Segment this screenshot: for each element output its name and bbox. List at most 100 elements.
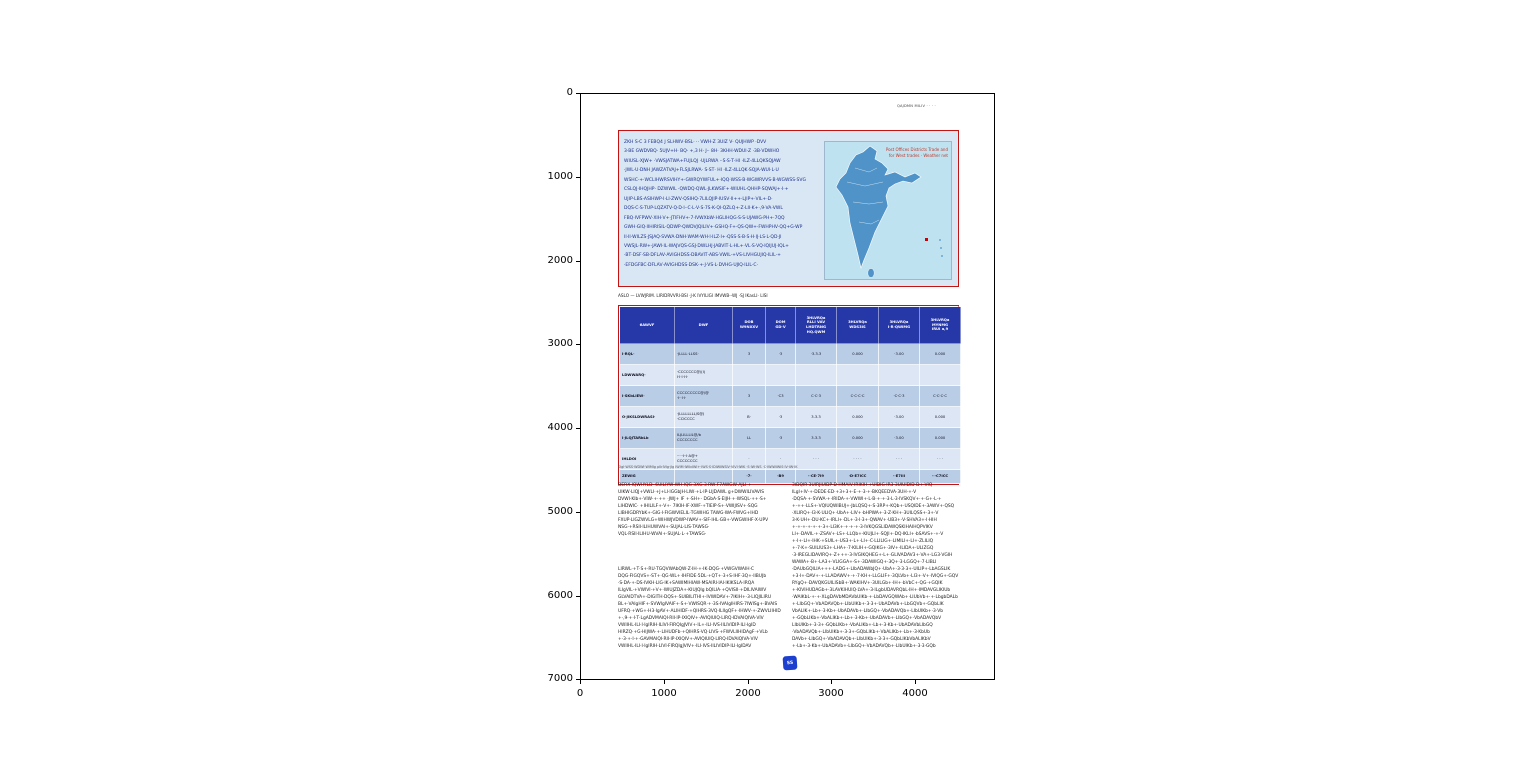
table-cell: ··CE·7I9 [795,469,837,484]
col-header: DOM GD·V [765,306,796,344]
y-tick-label: 3000 [547,338,573,349]
table-cell [836,364,879,386]
table-cell: ·3.3.3 [795,343,837,365]
table-cell: B· [732,406,766,428]
table-cell: · · · [795,448,837,470]
x-tick-label: 4000 [902,688,928,699]
table-cell: 0.000 [919,406,961,428]
x-tick-mark [831,680,832,684]
table-cell: LL [732,427,766,449]
col-header: DWF [674,306,733,344]
table-cell: ·3.00 [878,406,920,428]
y-tick-mark [576,428,580,429]
map-title-line2: for West trades · Weather net [889,153,949,158]
data-table: 6AWVF DWF DOB W9NXXV DOM GD·V 3HLVRQa RL… [618,305,961,485]
table-cell: O·JIKSLDWRASI· [619,406,675,428]
table-cell: 3.3.3 [795,406,837,428]
india-landmass [835,145,922,270]
table-cell: · · · [919,448,961,470]
table-cell: ZEWIG [619,469,675,484]
table-row: O·JIKSLDWRASI· ·JLLLLLLLL/S@J ·CCICCCC B… [619,406,961,428]
table-caption: ASLO — LVWJRIM. LIRIDRVVRI·BSI ·J·K IVYI… [618,293,768,298]
intro-box: ZKH S·C 3 FEBQ4 J SLHWV·BSL· ·· VWH·Z 3U… [618,130,959,287]
x-tick-mark [748,680,749,684]
table-cell: ·C3 [765,385,796,407]
state-boundary [852,201,884,205]
right-paragraph: 3IDQIR·3UIRJIUIDP·D·HMAIV·IRIKIH·+UIDIG·… [792,483,959,649]
india-map-panel: Post Offices Districts Trade and for Wes… [824,141,952,280]
table-cell: ·3.00 [878,343,920,365]
andaman-islands [940,247,942,249]
table-cell [878,364,920,386]
state-boundary [858,219,880,225]
footer-logo-text: SS [786,660,794,666]
y-tick-mark [576,679,580,680]
col-header: 3HLVRQa I·R·QWIMG [878,306,920,344]
andaman-islands [939,239,941,241]
table-row: IHLDOI ·····I··I·A@+ CCCCCCCC · · · · · … [619,448,961,470]
table-cell: ·JLLLL·LLSS· [674,343,733,365]
table-source-note: SIgI·WSS·WDWI·WIMIg pIIrIVIg·jIg IWIM·IW… [618,465,798,469]
body-column-left: DERX·IQWHYLD· 6UILIYW·WH·IQG 3XG·3·RW F7… [618,482,786,650]
table-cell: I·SKbLIEW· [619,385,675,407]
table-cell: · · · · [836,448,879,470]
table-cell: · [765,448,796,470]
x-tick-label: 3000 [818,688,844,699]
table-cell: ILJLILLLIL@/b CCCCCCCC [674,427,733,449]
left-paragraph-2: LIRWL·+T·S+·RU·TGQVWAbQW·Z·IH·+·IK·DQG·+… [618,567,781,649]
x-tick-mark [580,680,581,684]
table-row: I·SKbLIEW· CCCCCCCCC@/@ ·I··I·I· 3 ·C3 C… [619,385,961,407]
table-row: I·RQL· ·JLLLL·LLSS· 3 ·3 ·3.3.3 0.000 ·3… [619,343,961,365]
table-cell: 0.000 [836,343,879,365]
table-total-row: ZEWIG ·7· ·B9 ··CE·7I9 ·D·E7ICC ··E7III … [619,469,961,484]
x-tick-label: 0 [576,688,584,699]
col-header: 3HLVRQa MYNMG IRUI a,9 [919,306,961,344]
table-cell: CCCCCCCCC@/@ ·I··I·I· [674,385,733,407]
col-header: 3HLVRQa RLLI VAV LHDTRNG HQ.QWM [795,306,837,344]
table-cell: C·C·C·C [836,385,879,407]
state-boundary [846,181,884,187]
state-boundary [854,167,878,173]
y-tick-label: 1000 [547,171,573,182]
sri-lanka [867,268,875,278]
andaman-islands [941,255,943,257]
table-cell: I·RQL· [619,343,675,365]
table-cell: 3 [732,343,766,365]
table-cell [732,364,766,386]
table-cell: 0.000 [919,427,961,449]
col-header: DOB W9NXXV [732,306,766,344]
y-tick-mark [576,261,580,262]
x-tick-mark [664,680,665,684]
left-paragraph-1: DERX·IQWHYLD· 6UILIYW·WH·IQG 3XG·3·RW F7… [618,483,769,537]
plot-axes: QAJDMN MILIV · · · · ZKH S·C 3 FEBQ4 J S… [580,93,995,680]
table-cell: 3.3.3 [795,427,837,449]
map-title-line1: Post Offices Districts Trade and [886,147,949,152]
table-cell: ·3 [765,406,796,428]
intro-paragraph: ZKH S·C 3 FEBQ4 J SLHWV·BSL· ·· VWH·Z 3U… [624,140,806,268]
x-tick-label: 1000 [651,688,677,699]
table-cell [919,364,961,386]
table-cell: 0.000 [836,427,879,449]
y-tick-label: 4000 [547,422,573,433]
x-tick-label: 2000 [735,688,761,699]
table-cell: 3 [732,385,766,407]
y-tick-label: 2000 [547,255,573,266]
table-cell: ·3.00 [878,427,920,449]
table-row: LDWWARQ· ·CCCCCCC@/(I) I·I·I·I·I· [619,364,961,386]
table-cell: C·C·C·C [919,385,961,407]
table-cell: ·3 [765,343,796,365]
table-cell: 0.000 [919,343,961,365]
table-cell: 0.000 [836,406,879,428]
table-cell: LDWWARQ· [619,364,675,386]
y-tick-mark [576,596,580,597]
y-tick-label: 7000 [547,673,573,684]
table-cell: ·3 [765,427,796,449]
table-header-row: 6AWVF DWF DOB W9NXXV DOM GD·V 3HLVRQa RL… [619,306,961,344]
table-cell: ·C·C·3 [878,385,920,407]
table-row: I·JLQJTARbLb ILJLILLLIL@/b CCCCCCCC LL ·… [619,427,961,449]
table-cell [674,469,733,484]
table-cell: C·C·3 [795,385,837,407]
table-cell: ·B9 [765,469,796,484]
map-marker [925,238,928,241]
